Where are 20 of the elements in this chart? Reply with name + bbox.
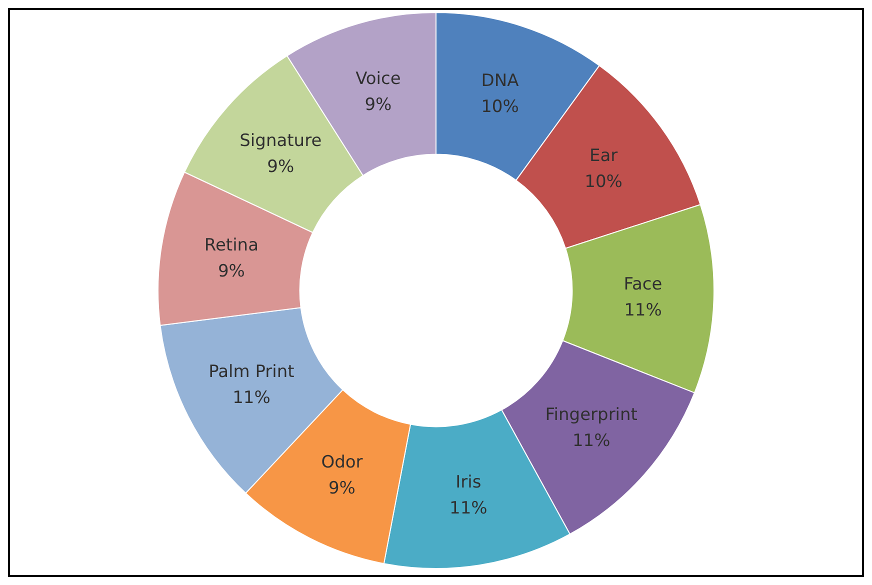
slice-label: Retina [204, 236, 258, 256]
slice-label: Palm Print [208, 362, 295, 382]
data-label: 11% [624, 300, 662, 320]
data-label: 11% [450, 498, 488, 518]
slice-label: Ear [589, 146, 618, 166]
data-label: 10% [584, 172, 622, 192]
slice-label: Face [624, 274, 662, 294]
slice-label: Signature [240, 130, 322, 151]
slice-label: Iris [456, 472, 482, 492]
data-label: 9% [328, 478, 356, 498]
data-label: 11% [572, 430, 610, 451]
slice-label: DNA [481, 70, 520, 91]
slice-label: Odor [321, 452, 363, 472]
slice-label: Fingerprint [545, 404, 638, 425]
data-label: 11% [232, 388, 270, 408]
slice-label: Voice [356, 69, 401, 90]
data-label: 10% [481, 96, 519, 117]
data-label: 9% [267, 156, 294, 177]
data-label: 9% [364, 95, 392, 116]
data-label: 9% [218, 262, 245, 282]
